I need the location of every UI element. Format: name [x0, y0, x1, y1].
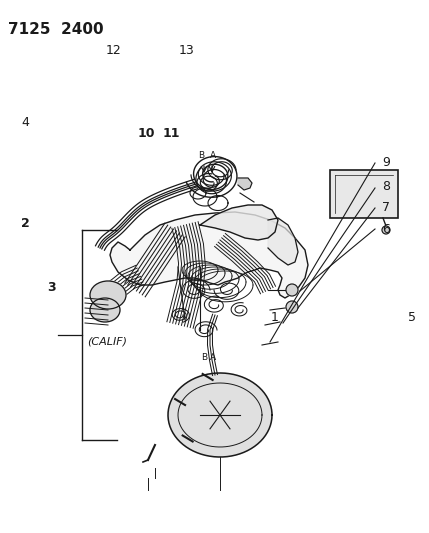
- Text: 1: 1: [271, 311, 278, 324]
- Ellipse shape: [90, 281, 126, 309]
- Polygon shape: [238, 178, 252, 190]
- Text: 6: 6: [382, 223, 390, 236]
- Circle shape: [286, 301, 298, 313]
- Circle shape: [286, 284, 298, 296]
- Text: 5: 5: [408, 311, 416, 324]
- Text: 13: 13: [179, 44, 194, 57]
- Text: 2: 2: [21, 217, 30, 230]
- Text: 8: 8: [382, 180, 390, 193]
- Ellipse shape: [90, 298, 120, 322]
- Text: 11: 11: [163, 127, 180, 140]
- Text: B: B: [198, 151, 204, 160]
- Text: 7: 7: [382, 201, 390, 214]
- Text: A: A: [210, 151, 216, 160]
- Text: (CALIF): (CALIF): [87, 336, 127, 346]
- Polygon shape: [168, 373, 272, 457]
- Circle shape: [382, 226, 390, 234]
- Polygon shape: [200, 205, 278, 240]
- Text: 3: 3: [47, 281, 56, 294]
- Text: A: A: [210, 353, 216, 361]
- FancyBboxPatch shape: [330, 170, 398, 218]
- Text: 9: 9: [382, 156, 390, 169]
- Polygon shape: [268, 218, 298, 265]
- Text: 12: 12: [106, 44, 121, 57]
- Polygon shape: [110, 212, 308, 298]
- Text: 10: 10: [137, 127, 154, 140]
- Text: 7125  2400: 7125 2400: [8, 22, 104, 37]
- Text: 4: 4: [22, 116, 30, 129]
- Text: B: B: [201, 353, 207, 361]
